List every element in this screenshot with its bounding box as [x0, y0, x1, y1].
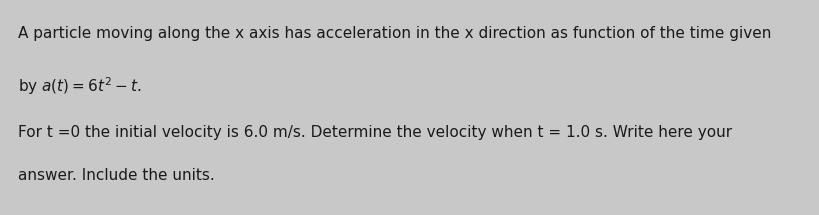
- Text: For t =0 the initial velocity is 6.0 m/s. Determine the velocity when t = 1.0 s.: For t =0 the initial velocity is 6.0 m/s…: [18, 125, 732, 140]
- Text: A particle moving along the x axis has acceleration in the x direction as functi: A particle moving along the x axis has a…: [18, 26, 771, 41]
- Text: answer. Include the units.: answer. Include the units.: [18, 168, 215, 183]
- Text: by $a(t) = 6t^2 - t.$: by $a(t) = 6t^2 - t.$: [18, 75, 142, 97]
